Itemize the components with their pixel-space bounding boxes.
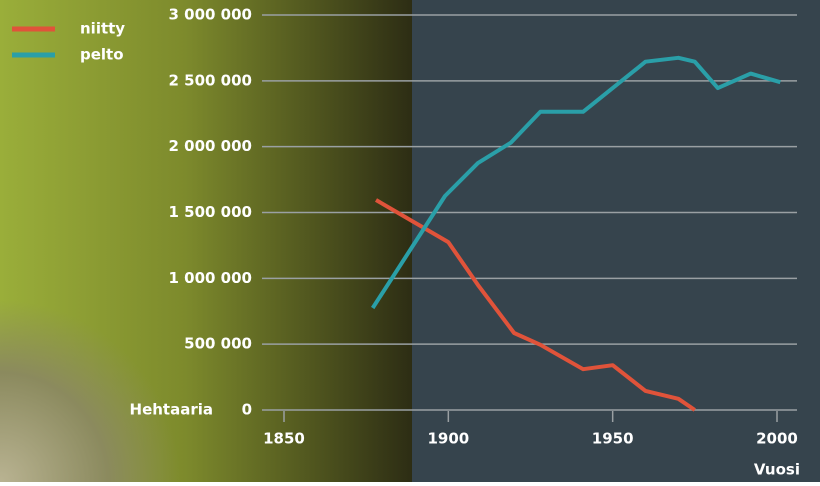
legend-label: niitty	[80, 20, 125, 38]
y-tick-label: 2 000 000	[168, 137, 252, 155]
y-tick-label: 1 500 000	[168, 203, 252, 221]
y-tick-label: 0	[242, 401, 252, 419]
y-axis-label: Hehtaaria	[130, 401, 213, 419]
background-grass	[0, 300, 180, 482]
y-tick-label: 500 000	[184, 335, 252, 353]
legend-label: pelto	[80, 46, 124, 64]
y-tick-label: 1 000 000	[168, 269, 252, 287]
x-tick-label: 2000	[756, 430, 798, 448]
y-tick-label: 3 000 000	[168, 6, 252, 24]
y-tick-label: 2 500 000	[168, 71, 252, 89]
series-line	[374, 198, 696, 412]
x-tick-label: 1950	[592, 430, 634, 448]
x-tick-label: 1900	[427, 430, 469, 448]
x-tick-label: 1850	[263, 430, 305, 448]
x-axis-label: Vuosi	[754, 461, 800, 479]
series-line	[371, 55, 781, 310]
